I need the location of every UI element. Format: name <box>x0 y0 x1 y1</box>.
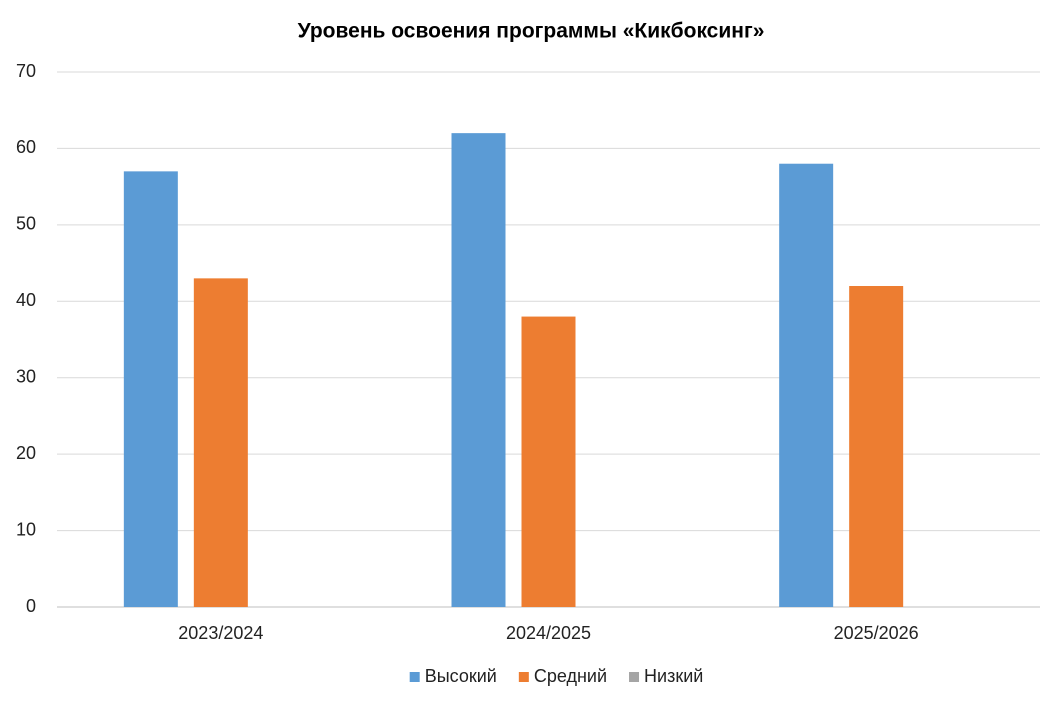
y-tick-label: 60 <box>16 137 36 157</box>
y-tick-label: 40 <box>16 290 36 310</box>
bar <box>451 133 506 607</box>
x-tick-label: 2023/2024 <box>178 623 263 643</box>
legend-swatch <box>629 672 640 682</box>
bar <box>123 171 178 607</box>
bar <box>779 163 834 607</box>
bar <box>521 316 576 607</box>
legend-swatch <box>518 672 529 682</box>
legend-label: Низкий <box>644 666 703 686</box>
y-tick-label: 20 <box>16 443 36 463</box>
legend-swatch <box>409 672 420 682</box>
legend-label: Высокий <box>425 666 497 686</box>
x-tick-label: 2024/2025 <box>506 623 591 643</box>
chart-title: Уровень освоения программы «Кикбоксинг» <box>298 20 765 43</box>
bar <box>849 286 904 607</box>
y-tick-label: 10 <box>16 519 36 539</box>
y-tick-label: 50 <box>16 214 36 234</box>
bar <box>193 278 248 607</box>
y-tick-label: 0 <box>26 596 36 616</box>
y-tick-label: 30 <box>16 366 36 386</box>
x-tick-label: 2025/2026 <box>834 623 919 643</box>
legend-label: Средний <box>534 666 607 686</box>
y-tick-label: 70 <box>16 61 36 81</box>
